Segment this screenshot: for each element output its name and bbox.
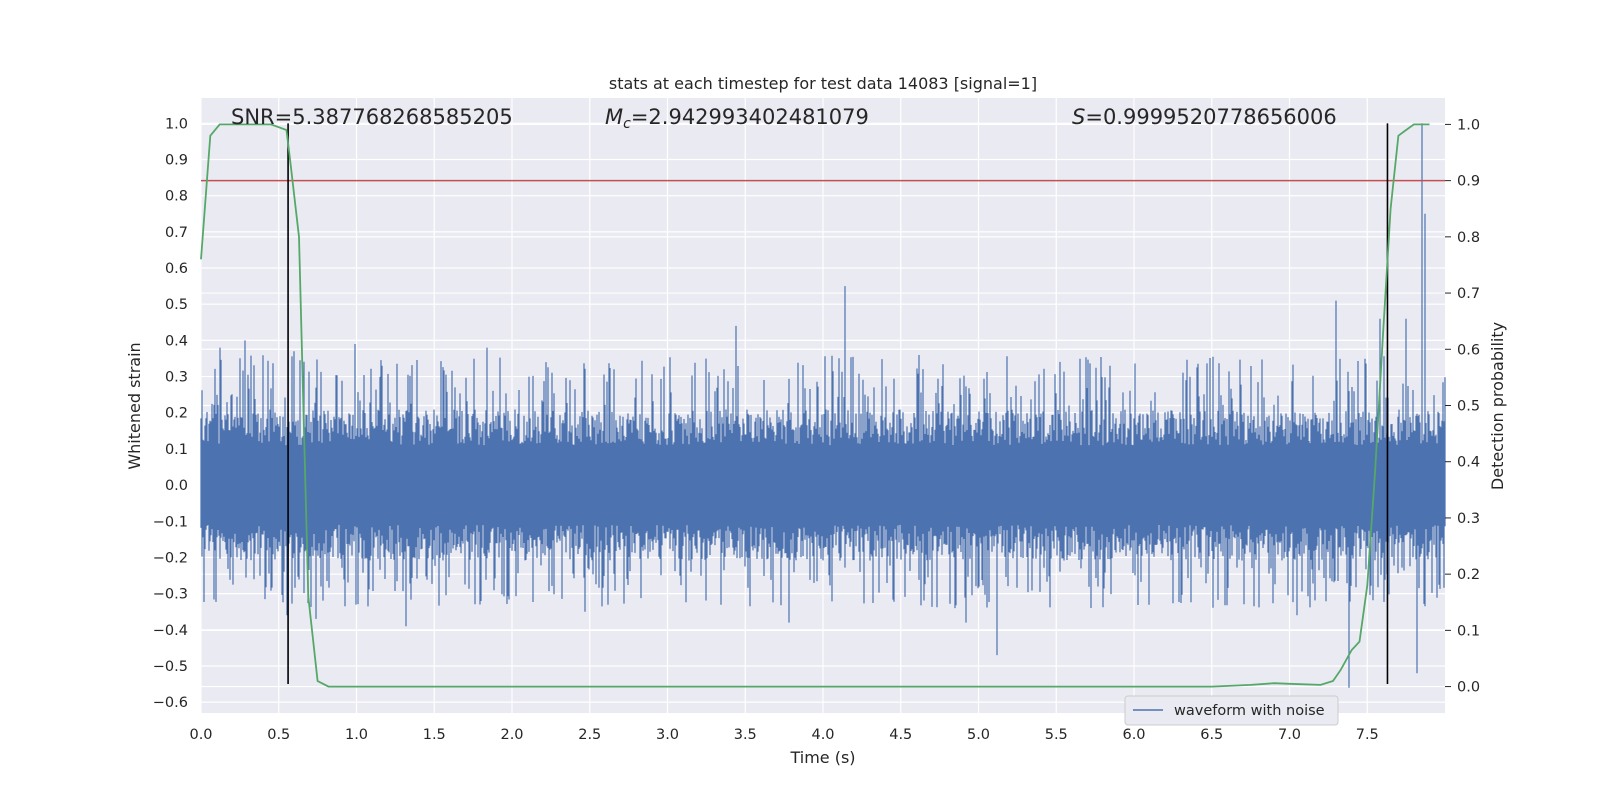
y-tick-label: 0.5 (165, 297, 188, 313)
y-tick-label: 1.0 (165, 116, 188, 132)
y2-axis-ticks: 0.0 0.1 0.2 0.3 0.4 0.5 0.6 0.7 0.8 0.9 1.0 (1445, 117, 1480, 696)
probability-series (200, 123, 1430, 688)
waveform-series (200, 123, 1446, 688)
y-tick-label: 0.4 (165, 333, 188, 349)
y2-tick-label: 0.6 (1457, 342, 1480, 358)
legend: waveform with noise (1124, 695, 1339, 726)
x-axis-label: Time (s) (789, 748, 855, 767)
y-tick-label: 0.3 (165, 370, 188, 386)
x-tick-label: 5.5 (1045, 727, 1068, 743)
y2-tick-label: 0.5 (1457, 399, 1480, 415)
x-tick-label: 7.5 (1356, 727, 1379, 743)
y2-tick-label: 0.7 (1457, 286, 1480, 302)
x-tick-label: 1.0 (345, 727, 368, 743)
x-tick-label: 7.0 (1278, 727, 1301, 743)
x-tick-label: 0.5 (267, 727, 290, 743)
y2-axis-label: Detection probability (1488, 322, 1507, 490)
y2-tick-label: 1.0 (1457, 117, 1480, 133)
x-tick-label: 4.5 (889, 727, 912, 743)
y2-tick-label: 0.3 (1457, 511, 1480, 527)
x-tick-label: 5.0 (967, 727, 990, 743)
x-tick-label: 6.5 (1200, 727, 1223, 743)
snr-annotation: SNR=5.387768268585205 (231, 105, 513, 129)
y-axis-ticks: −0.6 −0.5 −0.4 −0.3 −0.2 −0.1 0.0 0.1 0.2 0.3 0.4 0… (153, 116, 188, 711)
y-tick-label: −0.3 (153, 587, 188, 603)
y2-tick-label: 0.0 (1457, 680, 1480, 696)
s-annotation: S=0.9999520778656006 (1072, 105, 1337, 129)
y-tick-label: −0.5 (153, 659, 188, 675)
y-axis-label: Whitened strain (125, 342, 144, 469)
chart-title: stats at each timestep for test data 140… (609, 74, 1037, 93)
x-tick-label: 2.0 (500, 727, 523, 743)
y2-tick-label: 0.9 (1457, 174, 1480, 190)
x-tick-label: 3.5 (734, 727, 757, 743)
x-tick-label: 0.0 (189, 727, 212, 743)
y2-tick-label: 0.2 (1457, 567, 1480, 583)
x-tick-label: 4.0 (811, 727, 834, 743)
y2-tick-label: 0.1 (1457, 623, 1480, 639)
legend-entry: waveform with noise (1174, 703, 1325, 719)
y-tick-label: 0.8 (165, 189, 188, 205)
mc-annotation: Mc=2.942993402481079 (605, 105, 869, 132)
y-tick-label: 0.2 (165, 406, 188, 422)
y-tick-label: −0.6 (153, 695, 188, 711)
y-tick-label: 0.1 (165, 442, 188, 458)
x-tick-label: 2.5 (578, 727, 601, 743)
x-tick-label: 3.0 (656, 727, 679, 743)
x-tick-label: 6.0 (1122, 727, 1145, 743)
x-tick-label: 1.5 (423, 727, 446, 743)
x-axis-ticks: 0.0 0.5 1.0 1.5 2.0 2.5 3.0 3.5 4.0 4.5 5.0 5.5 6.0 6… (189, 727, 1378, 743)
y-tick-label: −0.2 (153, 550, 188, 566)
y-tick-label: 0.6 (165, 261, 188, 277)
y-tick-label: −0.1 (153, 514, 188, 530)
y-tick-label: 0.0 (165, 478, 188, 494)
y2-tick-label: 0.4 (1457, 455, 1480, 471)
y2-tick-label: 0.8 (1457, 230, 1480, 246)
y-tick-label: −0.4 (153, 623, 188, 639)
y-tick-label: 0.7 (165, 225, 188, 241)
y-tick-label: 0.9 (165, 153, 188, 169)
